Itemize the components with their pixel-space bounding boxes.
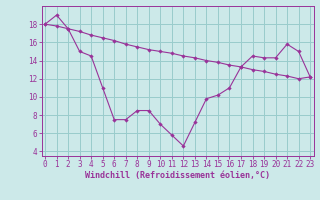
X-axis label: Windchill (Refroidissement éolien,°C): Windchill (Refroidissement éolien,°C) — [85, 171, 270, 180]
